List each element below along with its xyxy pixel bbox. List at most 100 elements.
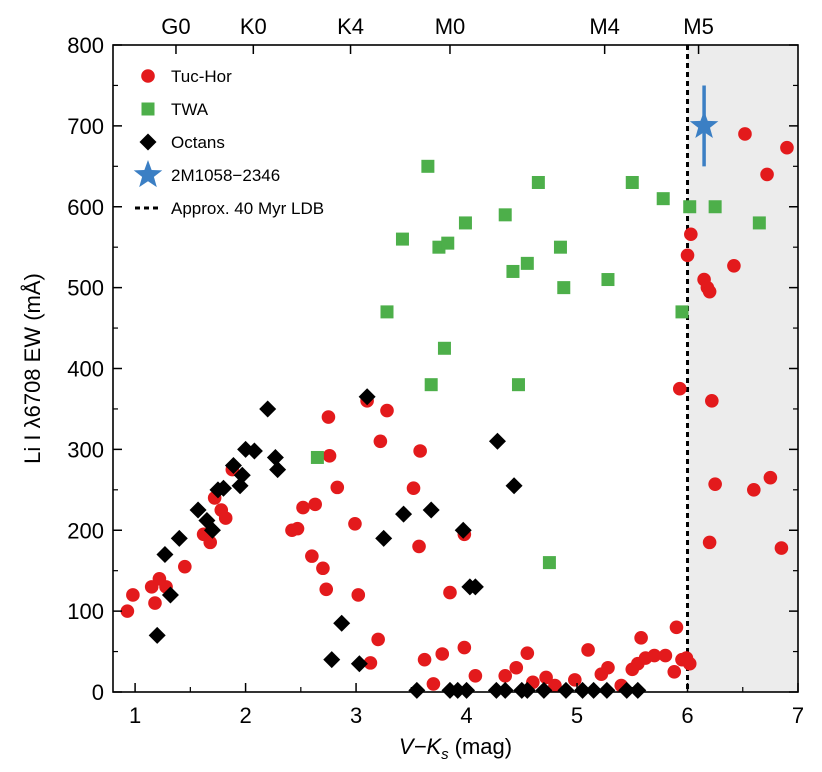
x-tick-label: 7 — [792, 703, 804, 728]
twa-point — [437, 341, 451, 355]
legend-label: 2M1058−2346 — [171, 166, 280, 185]
y-tick-label: 200 — [67, 518, 104, 543]
tuc-hor-point — [351, 588, 366, 602]
tuc-hor-point — [763, 470, 778, 485]
tuc-hor-point — [702, 535, 717, 550]
tuc-hor-point — [780, 140, 794, 155]
octans-point — [449, 681, 467, 699]
octans-point — [161, 586, 179, 604]
twa-point — [395, 232, 409, 246]
x-axis-title-main: V−K — [399, 734, 443, 759]
octans-point — [618, 681, 636, 699]
x-tick-label: 6 — [681, 703, 693, 728]
tuc-hor-point — [774, 541, 789, 555]
tuc-hor-point — [321, 410, 336, 424]
twa-point — [458, 216, 472, 230]
tuc-hor-point — [443, 585, 457, 600]
octans-point — [375, 529, 393, 547]
octans-point — [259, 400, 277, 418]
octans-point — [585, 681, 603, 699]
x-tick-label: 1 — [129, 703, 141, 728]
legend-label: TWA — [171, 100, 209, 119]
y-tick-label: 500 — [67, 276, 104, 301]
tuc-hor-point — [672, 381, 687, 396]
tuc-hor-point — [548, 678, 562, 693]
tuc-hor-point — [290, 521, 305, 536]
series-octans — [148, 388, 647, 699]
y-tick-label: 800 — [67, 33, 104, 58]
twa-point — [675, 305, 689, 319]
y-tick-label: 600 — [67, 195, 104, 220]
axis-labels: 1 2 3 4 5 6 7 0 100 200 300 400 500 600 700 800 G0 K0 K4 M0… — [67, 14, 804, 728]
tuc-hor-point — [747, 483, 761, 497]
twa-point — [506, 264, 520, 278]
octans-point — [214, 479, 232, 497]
tuc-hor-point — [498, 669, 513, 683]
tuc-hor-point — [509, 660, 524, 675]
twa-point — [752, 216, 766, 230]
tuc-hor-point — [435, 647, 450, 661]
octans-point — [496, 681, 514, 699]
tuc-hor-point — [373, 434, 388, 449]
twa-point — [380, 305, 394, 319]
tuc-hor-point — [308, 497, 322, 512]
octans-point — [518, 681, 536, 699]
y-tick-label: 400 — [67, 357, 104, 382]
y-tick-label: 700 — [67, 114, 104, 139]
legend-marker-square — [141, 102, 155, 116]
tuc-hor-point — [667, 664, 682, 679]
x-axis-title: V−Ks (mag) — [399, 734, 512, 763]
legend-item: 2M1058−2346 — [133, 160, 280, 188]
tuc-hor-point — [126, 588, 140, 602]
octans-point — [266, 448, 284, 466]
tuc-hor-point — [634, 631, 648, 645]
legend: Tuc-Hor TWA Octans 2M1058−2346 Approx. 40 My… — [133, 67, 324, 218]
legend-marker-star — [133, 160, 163, 188]
twa-point — [553, 240, 567, 254]
x-tick-label: 4 — [460, 703, 472, 728]
tuc-hor-point — [322, 449, 337, 463]
spectral-type-label: M0 — [435, 14, 466, 39]
y-tick-label: 300 — [67, 437, 104, 462]
tuc-hor-point — [380, 403, 394, 418]
tuc-hor-point — [760, 167, 774, 182]
octans-point — [224, 457, 242, 475]
octans-point — [203, 521, 221, 539]
legend-item: Tuc-Hor — [141, 67, 232, 86]
twa-point — [656, 192, 670, 206]
data-series-layer — [120, 127, 794, 699]
y-axis-title: Li I λ6708 EW (mÅ) — [20, 273, 45, 464]
legend-marker-circle — [141, 69, 155, 83]
octans-point — [629, 681, 647, 699]
tuc-hor-point — [412, 539, 426, 554]
tuc-hor-point — [363, 656, 378, 670]
series-tuc-hor — [120, 127, 794, 693]
shaded-region-rect — [687, 45, 798, 692]
octans-point — [148, 626, 166, 644]
twa-point — [625, 175, 639, 189]
octans-point — [454, 521, 472, 539]
tuc-hor-point — [319, 582, 334, 597]
twa-point — [310, 450, 324, 464]
octans-point — [466, 578, 484, 596]
tuc-hor-point — [520, 646, 535, 660]
tuc-hor-point — [658, 648, 673, 663]
tuc-hor-point — [120, 604, 135, 618]
tuc-hor-point — [568, 673, 582, 687]
tuc-hor-point — [330, 480, 345, 495]
tuc-hor-point — [727, 258, 741, 273]
octans-point — [156, 546, 174, 564]
tuc-hor-point — [218, 511, 233, 525]
octans-point — [395, 505, 413, 523]
octans-point — [233, 466, 251, 484]
series-twa — [310, 159, 766, 570]
y-tick-label: 0 — [92, 680, 104, 705]
legend-label: Tuc-Hor — [171, 67, 232, 86]
tuc-hor-point — [316, 561, 330, 576]
tuc-hor-point — [148, 596, 162, 610]
twa-point — [511, 378, 525, 392]
tuc-hor-point — [305, 549, 319, 563]
twa-point — [520, 256, 534, 270]
octans-point — [488, 432, 506, 450]
